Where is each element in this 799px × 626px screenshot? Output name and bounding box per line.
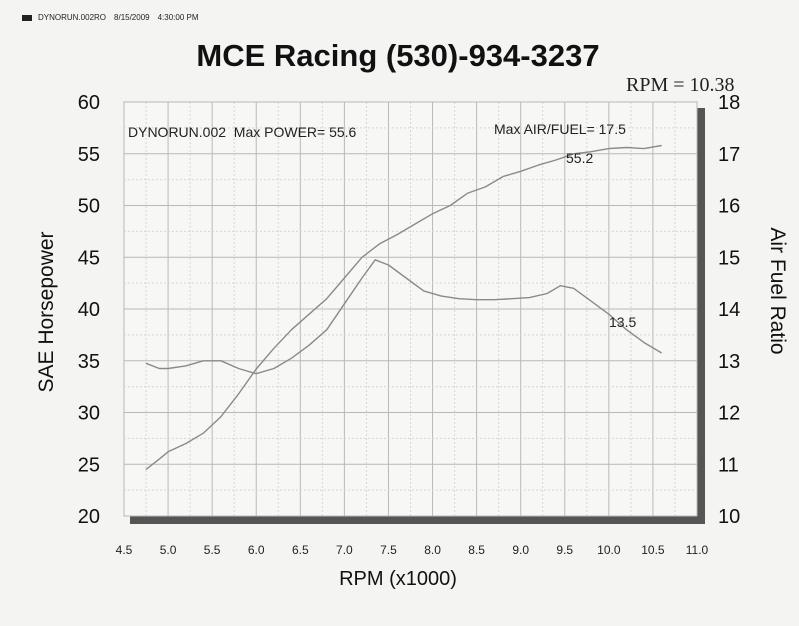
x-tick-label: 11.0 [686, 543, 709, 557]
x-tick-label: 6.0 [248, 543, 265, 557]
x-tick-label: 8.0 [424, 543, 441, 557]
series-horsepower-line [145, 144, 662, 470]
y2-tick-label: 13 [718, 351, 740, 373]
header-time: 4:30:00 PM [157, 13, 199, 22]
y2-tick-label: 14 [718, 299, 740, 321]
x-tick-label: 5.0 [160, 543, 177, 557]
y2-tick-label: 17 [718, 144, 740, 166]
x-tick-label: 8.5 [468, 543, 485, 557]
chart-title: MCE Racing (530)-934-3237 [196, 38, 599, 73]
y-tick-label: 20 [78, 506, 100, 528]
y2-axis-label: Air Fuel Ratio [766, 227, 789, 354]
plot-shadow-bottom [130, 516, 705, 524]
y2-tick-label: 18 [718, 92, 740, 114]
y-tick-label: 50 [78, 196, 100, 218]
y2-tick-label: 12 [718, 403, 740, 425]
plot-shadow-right [697, 108, 705, 523]
series-layer [145, 144, 663, 470]
header-meta: DYNORUN.002RO 8/15/2009 4:30:00 PM [22, 13, 207, 22]
x-tick-label: 10.5 [641, 543, 665, 557]
grid [123, 101, 698, 517]
y2-tick-label: 16 [718, 196, 740, 218]
x-tick-label: 9.5 [556, 543, 573, 557]
airfuel-end-label: 13.5 [609, 314, 636, 330]
y-tick-label: 60 [78, 92, 100, 114]
y-tick-label: 55 [78, 144, 100, 166]
run-label: DYNORUN.002 Max POWER= 55.6 [128, 124, 357, 140]
rpm-readout: RPM = 10.38 [626, 74, 735, 96]
y-tick-label: 25 [78, 454, 100, 476]
x-tick-label: 6.5 [292, 543, 309, 557]
y-tick-label: 30 [78, 403, 100, 425]
airfuel-max-label: Max AIR/FUEL= 17.5 [494, 121, 626, 137]
y-axis-ticks: 20 25 30 35 40 45 50 55 60 [78, 92, 100, 528]
x-tick-label: 4.5 [116, 543, 133, 557]
header-date: 8/15/2009 [114, 13, 150, 22]
y2-tick-label: 11 [718, 454, 739, 476]
x-tick-label: 9.0 [512, 543, 529, 557]
x-tick-label: 7.5 [380, 543, 397, 557]
series-air-fuel-line [145, 259, 663, 375]
y-tick-label: 35 [78, 351, 100, 373]
y-tick-label: 40 [78, 299, 100, 321]
power-end-label: 55.2 [566, 150, 593, 166]
y2-axis-ticks: 10 11 12 13 14 15 16 17 18 [718, 92, 740, 528]
y-tick-label: 45 [78, 247, 100, 269]
y2-tick-label: 15 [718, 247, 740, 269]
header-file: DYNORUN.002RO [38, 13, 107, 22]
x-tick-label: 7.0 [336, 543, 353, 557]
x-tick-label: 10.0 [597, 543, 621, 557]
x-axis-ticks: 4.5 5.0 5.5 6.0 6.5 7.0 7.5 8.0 8.5 9.0 9.5 10.0 10.… [116, 543, 709, 557]
header-square-icon [22, 14, 32, 21]
x-axis-label: RPM (x1000) [339, 568, 457, 590]
y2-tick-label: 10 [718, 506, 740, 528]
y-axis-label: SAE Horsepower [35, 231, 58, 392]
x-tick-label: 5.5 [204, 543, 221, 557]
